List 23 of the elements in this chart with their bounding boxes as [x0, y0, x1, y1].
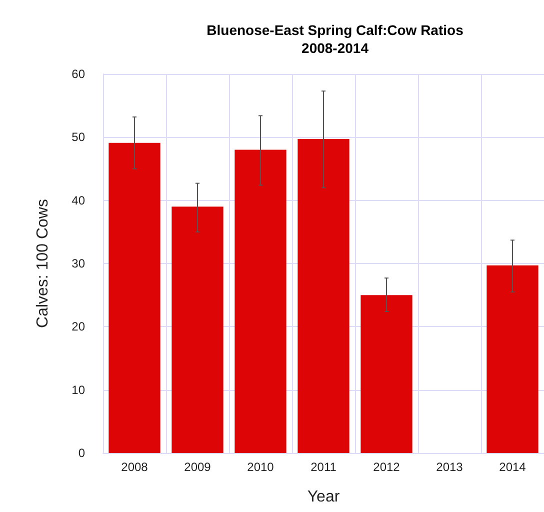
- x-tick-label: 2013: [436, 460, 464, 474]
- bar: [108, 142, 160, 453]
- y-tick-label: 0: [78, 446, 86, 460]
- x-tick-label: 2009: [184, 460, 212, 474]
- bar: [486, 265, 538, 453]
- y-tick-label: 60: [72, 67, 86, 81]
- y-tick-label: 50: [72, 130, 86, 144]
- y-axis-title: Calves: 100 Cows: [34, 199, 52, 328]
- y-tick-label: 20: [72, 320, 86, 334]
- x-tick-label: 2010: [247, 460, 274, 474]
- x-tick-label: 2014: [499, 460, 526, 474]
- chart-title: Bluenose-East Spring Calf:Cow Ratios 2008-2014: [206, 22, 464, 56]
- bar: [172, 206, 224, 453]
- y-tick-label: 30: [72, 256, 86, 270]
- x-tick-label: 2011: [310, 460, 337, 474]
- x-axis-title: Year: [307, 488, 340, 506]
- bar: [298, 139, 350, 453]
- x-tick-label: 2012: [373, 460, 400, 474]
- y-tick-label: 10: [72, 382, 86, 397]
- x-tick-label: 2008: [121, 460, 148, 474]
- y-tick-label: 40: [72, 193, 86, 208]
- bar: [234, 150, 286, 453]
- bar: [360, 295, 412, 453]
